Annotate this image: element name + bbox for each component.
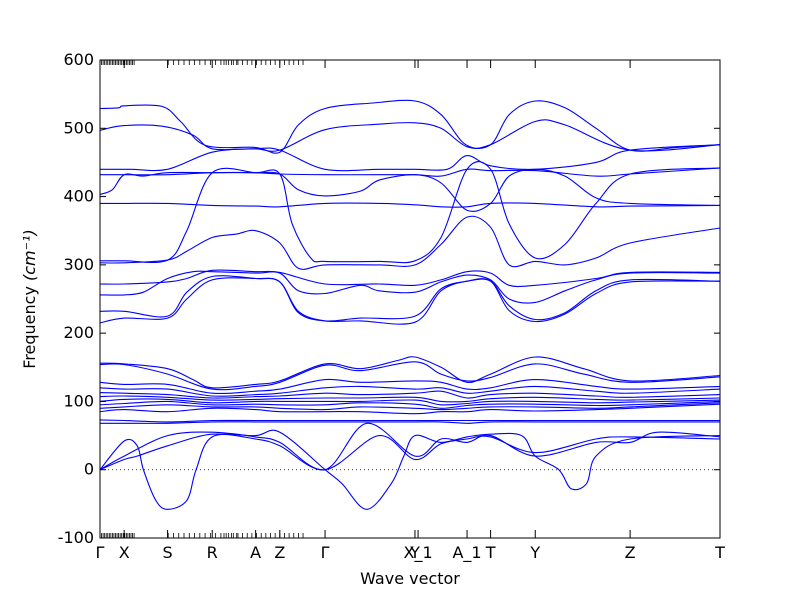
band-line-22: [100, 403, 720, 415]
band-line-20: [100, 400, 720, 409]
x-tick-label: T: [485, 543, 496, 562]
band-line-10: [100, 270, 720, 304]
x-tick-label: R: [207, 543, 218, 562]
band-line-23: [100, 419, 720, 423]
band-line-26: [100, 433, 720, 471]
y-axis-title-text: Frequency: [20, 281, 39, 369]
y-tick-label: 400: [63, 187, 94, 206]
band-line-14: [100, 361, 720, 391]
band-line-7: [100, 161, 720, 264]
x-tick-label: Y: [409, 543, 420, 562]
x-tick-label: Y: [529, 543, 540, 562]
x-tick-label: A_1: [452, 543, 481, 563]
band-line-11: [100, 275, 720, 322]
x-tick-label: Z: [274, 543, 285, 562]
band-line-13: [100, 356, 720, 389]
y-tick-label: 0: [84, 460, 94, 479]
plot-frame: [99, 59, 721, 539]
band-line-17: [100, 390, 720, 399]
x-tick-label: S: [163, 543, 173, 562]
band-line-16: [100, 385, 720, 397]
x-tick-label: Z: [625, 543, 636, 562]
x-tick-label: X_1: [403, 543, 432, 563]
x-tick-label: A: [250, 543, 261, 562]
band-line-8: [100, 215, 720, 270]
band-line-1: [100, 99, 720, 154]
band-line-5: [100, 168, 720, 212]
band-line-25: [100, 422, 720, 471]
y-tick-label: 500: [63, 118, 94, 137]
band-line-18: [100, 395, 720, 403]
band-line-15: [100, 378, 720, 395]
y-axis-title: Frequency (cm⁻¹): [20, 229, 39, 368]
band-line-27: [100, 429, 720, 510]
x-tick-label: X: [119, 543, 130, 562]
band-line-21: [100, 402, 720, 411]
x-tick-label: T: [714, 543, 725, 562]
y-tick-label: -100: [58, 528, 94, 547]
y-tick-label: 200: [63, 323, 94, 342]
x-axis-title: Wave vector: [360, 569, 460, 588]
band-line-19: [100, 398, 720, 406]
x-tick-label: Γ: [96, 543, 105, 562]
band-line-6: [100, 202, 720, 208]
band-line-12: [100, 277, 720, 325]
y-tick-label: 100: [63, 391, 94, 410]
y-tick-label: 600: [63, 50, 94, 69]
band-line-3: [100, 144, 720, 172]
band-line-9: [100, 269, 720, 288]
band-line-24: [100, 421, 720, 424]
y-tick-label: 300: [63, 255, 94, 274]
y-axis-unit: (cm⁻¹): [20, 229, 39, 281]
x-tick-label: Γ: [321, 543, 330, 562]
band-line-2: [100, 119, 720, 152]
